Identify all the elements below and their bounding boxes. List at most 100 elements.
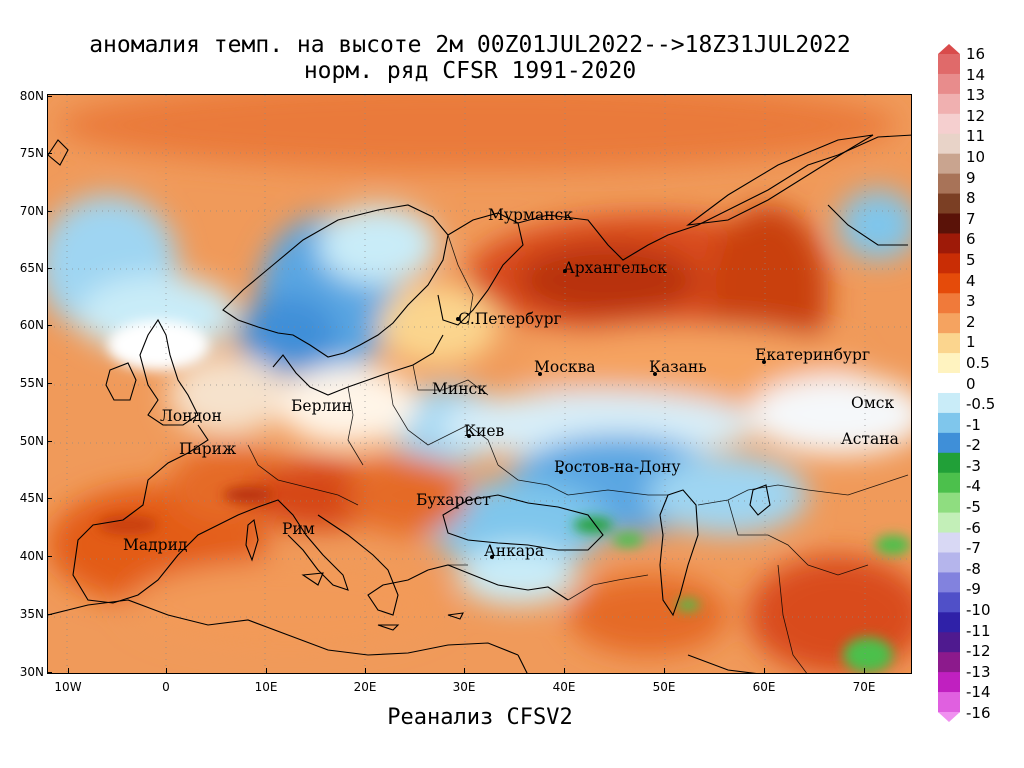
city-marker — [653, 372, 657, 376]
colorbar-label: -16 — [966, 704, 991, 722]
colorbar-segment — [938, 512, 960, 534]
lon-tick-label: 40E — [552, 680, 576, 694]
colorbar-label: 0 — [966, 374, 976, 393]
colorbar-label: -6 — [966, 518, 981, 537]
colorbar-segment — [938, 153, 960, 175]
colorbar-segment — [938, 73, 960, 95]
borders — [247, 234, 909, 673]
colorbar-segment — [938, 293, 960, 314]
colorbar-label: 14 — [966, 65, 986, 84]
colorbar-segment — [938, 253, 960, 274]
city-marker — [467, 434, 471, 438]
colorbar-label: -12 — [966, 642, 991, 661]
city-marker — [762, 360, 766, 364]
colorbar-label: 10 — [966, 147, 986, 166]
lon-tick — [464, 668, 465, 673]
lon-tick — [764, 668, 765, 673]
colorbar-segment — [938, 472, 960, 494]
lat-tick-label: 50N — [19, 434, 44, 448]
lat-tick — [47, 96, 52, 97]
lat-tick-label: 65N — [19, 261, 44, 275]
chart-title-line-2: норм. ряд CFSR 1991-2020 — [303, 58, 637, 84]
city-label: Екатеринбург — [755, 346, 871, 364]
colorbar-segment — [938, 213, 960, 234]
lon-tick-label: 10E — [254, 680, 278, 694]
colorbar-segment — [938, 592, 960, 613]
colorbar-segment — [938, 193, 960, 215]
lat-tick — [47, 441, 52, 442]
colorbar-label: 16 — [966, 45, 986, 63]
lat-tick-label: 45N — [19, 491, 44, 505]
colorbar-segment — [938, 392, 960, 414]
lat-tick — [47, 268, 52, 269]
colorbar-segment — [938, 532, 960, 553]
city-label: С.Петербург — [458, 310, 562, 328]
city-label: Ростов-на-Дону — [554, 458, 681, 476]
city-marker — [563, 269, 567, 273]
chart-title-line-1: аномалия темп. на высоте 2м 00Z01JUL2022… — [89, 32, 851, 58]
lon-tick — [864, 668, 865, 673]
city-label: Минск — [432, 380, 487, 398]
lat-tick — [47, 672, 52, 673]
colorbar-segment — [938, 373, 960, 394]
lat-tick-label: 40N — [19, 549, 44, 563]
colorbar-max-arrow — [938, 44, 960, 54]
colorbar-segment — [938, 273, 960, 294]
city-label: Архангельск — [563, 259, 667, 277]
colorbar-segment — [938, 552, 960, 573]
colorbar-segment — [938, 412, 960, 434]
colorbar-label: -1 — [966, 415, 981, 434]
colorbar-label: -0.5 — [966, 395, 996, 414]
colorbar-label: -4 — [966, 477, 981, 496]
colorbar-label: -7 — [966, 539, 981, 558]
lat-tick — [47, 153, 52, 154]
colorbar-label: -9 — [966, 580, 981, 599]
colorbar-label: 13 — [966, 86, 986, 105]
lon-tick — [365, 668, 366, 673]
city-label: Астана — [841, 430, 899, 448]
lon-tick-label: 50E — [652, 680, 676, 694]
lat-tick — [47, 325, 52, 326]
city-marker — [456, 317, 460, 321]
lat-tick-label: 35N — [19, 607, 44, 621]
city-label: Берлин — [291, 397, 352, 415]
colorbar-segment — [938, 572, 960, 593]
city-label: Мадрид — [123, 536, 188, 554]
colorbar-min-arrow — [938, 712, 960, 722]
lat-tick — [47, 211, 52, 212]
lon-tick-label: 10W — [54, 680, 82, 694]
colorbar-label: 3 — [966, 292, 976, 311]
lat-tick-label: 55N — [19, 376, 44, 390]
city-label: Анкара — [484, 542, 545, 560]
colorbar-label: -3 — [966, 456, 981, 475]
colorbar-segment — [938, 672, 960, 693]
coastlines — [48, 134, 911, 673]
city-label: Омск — [851, 394, 895, 412]
lat-tick-label: 60N — [19, 318, 44, 332]
colorbar-label: -10 — [966, 601, 991, 620]
lon-tick — [166, 668, 167, 673]
city-marker — [490, 555, 494, 559]
colorbar-segment — [938, 432, 960, 454]
colorbar-segment — [938, 612, 960, 633]
lon-tick-label: 30E — [452, 680, 476, 694]
lat-tick — [47, 614, 52, 615]
colorbar-label: -13 — [966, 662, 991, 681]
colorbar-label: 5 — [966, 250, 976, 269]
colorbar-label: 12 — [966, 106, 986, 125]
lon-tick — [68, 668, 69, 673]
lat-tick — [47, 383, 52, 384]
city-label: Мурманск — [488, 206, 573, 224]
lon-tick — [564, 668, 565, 673]
colorbar-segment — [938, 233, 960, 254]
city-label: Киев — [464, 422, 505, 440]
colorbar-label: 2 — [966, 312, 976, 331]
colorbar-segment — [938, 173, 960, 195]
lon-tick-label: 20E — [353, 680, 377, 694]
colorbar-segment — [938, 313, 960, 334]
colorbar-segment — [938, 54, 960, 75]
city-label: Лондон — [160, 407, 222, 425]
city-label: Москва — [534, 358, 596, 376]
city-marker — [538, 372, 542, 376]
city-label: Казань — [649, 358, 707, 376]
